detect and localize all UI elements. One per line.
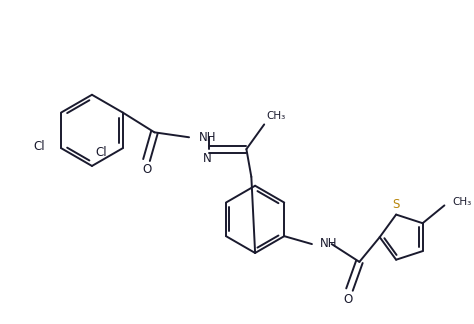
Text: O: O [343,293,352,306]
Text: NH: NH [199,131,217,144]
Text: NH: NH [320,237,337,249]
Text: CH₃: CH₃ [452,197,472,207]
Text: Cl: Cl [34,140,46,153]
Text: CH₃: CH₃ [266,110,285,121]
Text: N: N [202,152,211,165]
Text: O: O [142,163,151,176]
Text: Cl: Cl [95,145,107,159]
Text: S: S [392,198,400,211]
